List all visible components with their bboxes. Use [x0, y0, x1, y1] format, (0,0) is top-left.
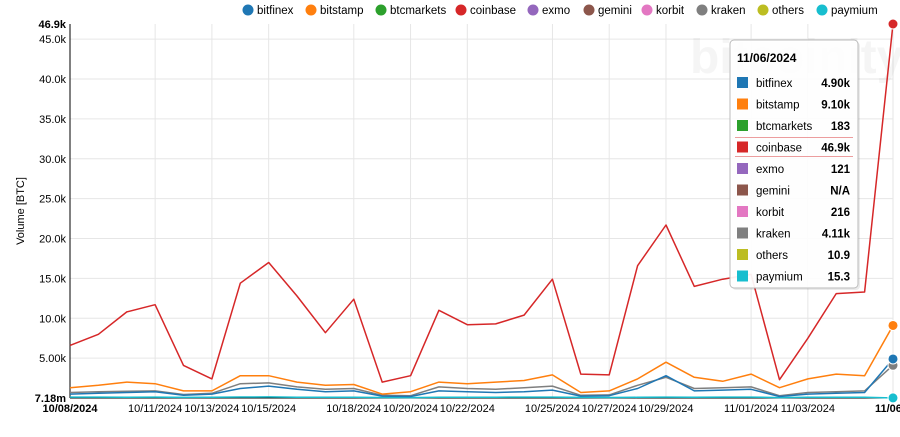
x-tick-label: 11/01/2024 — [724, 403, 778, 415]
tooltip-label-exmo: exmo — [756, 164, 784, 176]
legend-label-kraken[interactable]: kraken — [711, 5, 746, 17]
tooltip-label-others: others — [756, 250, 788, 262]
legend-marker-kraken[interactable] — [696, 4, 708, 16]
legend-marker-exmo[interactable] — [527, 4, 539, 16]
y-tick-label: 15.0k — [39, 273, 66, 285]
y-tick-label: 35.0k — [39, 114, 66, 126]
tooltip-swatch-exmo — [737, 163, 748, 174]
legend-marker-bitstamp[interactable] — [305, 4, 317, 16]
tooltip-swatch-kraken — [737, 227, 748, 239]
tooltip-label-bitfinex: bitfinex — [756, 78, 793, 90]
x-tick-label: 10/27/2024 — [582, 403, 637, 415]
series-line-paymium — [70, 396, 894, 399]
y-axis-title: Volume [BTC] — [15, 177, 27, 245]
x-tick-label: 10/25/2024 — [525, 403, 580, 415]
tooltip-value-gemini: N/A — [830, 186, 850, 198]
series-line-kraken — [69, 364, 894, 397]
legend-label-paymium[interactable]: paymium — [831, 5, 878, 17]
tooltip-date: 11/06/2024 — [737, 51, 797, 65]
x-tick-label: 10/29/2024 — [638, 403, 693, 415]
tooltip-swatch-bitstamp — [737, 98, 748, 110]
grid-layer — [69, 24, 894, 398]
tooltip-label-paymium: paymium — [756, 272, 803, 284]
legend[interactable]: bitfinex bitstamp btcmarkets coinbase exmo ge… — [242, 4, 878, 18]
tooltip-label-bitstamp: bitstamp — [756, 100, 799, 112]
y-min-label: 7.18m — [35, 393, 66, 405]
x-tick-label: 10/18/2024 — [326, 403, 381, 415]
series-line-bitfinex — [69, 358, 894, 398]
y-tick-label: 20.0k — [39, 234, 66, 246]
tooltip-label-btcmarkets: btcmarkets — [756, 121, 812, 133]
y-tick-label: 40.0k — [39, 74, 66, 86]
legend-label-btcmarkets[interactable]: btcmarkets — [390, 5, 446, 17]
series-layer — [69, 18, 899, 404]
tooltip-label-kraken: kraken — [756, 229, 791, 241]
x-tick-label: 10/20/2024 — [383, 403, 438, 415]
tooltip-swatch-korbit — [737, 206, 748, 217]
legend-marker-korbit[interactable] — [641, 4, 653, 16]
legend-marker-gemini[interactable] — [583, 4, 595, 16]
series-point-coinbase — [887, 18, 899, 30]
tooltip-value-others: 10.9 — [828, 250, 850, 262]
x-tick-label: 10/13/2024 — [184, 403, 239, 415]
tooltip-value-bitfinex: 4.90k — [821, 78, 850, 90]
legend-label-bitfinex[interactable]: bitfinex — [257, 5, 294, 17]
legend-label-exmo[interactable]: exmo — [542, 5, 570, 17]
legend-marker-bitfinex[interactable] — [242, 4, 254, 16]
tooltip-value-exmo: 121 — [831, 164, 851, 176]
tooltip-label-coinbase: coinbase — [756, 143, 802, 155]
tooltip-swatch-btcmarkets — [737, 120, 748, 131]
y-max-label: 46.9k — [38, 19, 66, 31]
tooltip-swatch-gemini — [737, 184, 748, 196]
legend-label-gemini[interactable]: gemini — [598, 5, 632, 17]
y-tick-label: 10.0k — [39, 313, 66, 325]
y-tick-label: 45.0k — [39, 34, 66, 46]
x-tick-label: 10/22/2024 — [440, 403, 495, 415]
tooltip-swatch-paymium — [737, 270, 748, 282]
series-line-bitstamp — [69, 325, 894, 395]
legend-label-korbit[interactable]: korbit — [656, 5, 685, 17]
x-tick-label: 10/11/2024 — [128, 403, 182, 415]
tooltip-label-korbit: korbit — [756, 207, 785, 219]
tooltip-value-kraken: 4.11k — [822, 229, 851, 241]
series-point-bitstamp — [887, 319, 899, 331]
legend-label-coinbase[interactable]: coinbase — [470, 5, 516, 17]
tooltip-value-coinbase: 46.9k — [821, 143, 850, 155]
x-tick-label: 11/03/2024 — [781, 403, 835, 415]
x-tick-label: 10/15/2024 — [241, 403, 296, 415]
series-point-paymium — [887, 392, 899, 404]
legend-marker-others[interactable] — [757, 4, 769, 16]
legend-marker-coinbase[interactable] — [455, 4, 467, 16]
tooltip-box — [729, 39, 859, 289]
y-tick-label: 5.00k — [39, 353, 66, 365]
x-tick-label: 10/08/2024 — [42, 403, 98, 415]
tooltip: 11/06/2024 bitfinex 4.90k bitstamp 9.10k btcm… — [729, 39, 860, 290]
series-point-bitfinex — [887, 353, 899, 365]
legend-label-others[interactable]: others — [772, 5, 804, 17]
legend-marker-btcmarkets[interactable] — [375, 4, 387, 16]
tooltip-swatch-coinbase — [737, 141, 748, 153]
legend-label-bitstamp[interactable]: bitstamp — [320, 5, 363, 17]
tooltip-value-paymium: 15.3 — [828, 272, 850, 284]
tooltip-label-gemini: gemini — [756, 186, 790, 198]
x-tick-label: 11/06/2 — [875, 403, 900, 415]
axes-layer: 5.00k 10.0k 15.0k 20.0k 25.0k 30.0k 35.0k 40.0k… — [15, 19, 900, 415]
legend-marker-paymium[interactable] — [816, 4, 828, 16]
y-tick-label: 25.0k — [39, 194, 66, 206]
tooltip-swatch-bitfinex — [737, 77, 748, 88]
series-line-coinbase — [69, 23, 894, 383]
tooltip-value-korbit: 216 — [831, 207, 850, 219]
tooltip-value-bitstamp: 9.10k — [821, 100, 850, 112]
tooltip-swatch-others — [737, 249, 748, 260]
tooltip-value-btcmarkets: 183 — [831, 121, 850, 133]
y-tick-label: 30.0k — [39, 154, 66, 166]
